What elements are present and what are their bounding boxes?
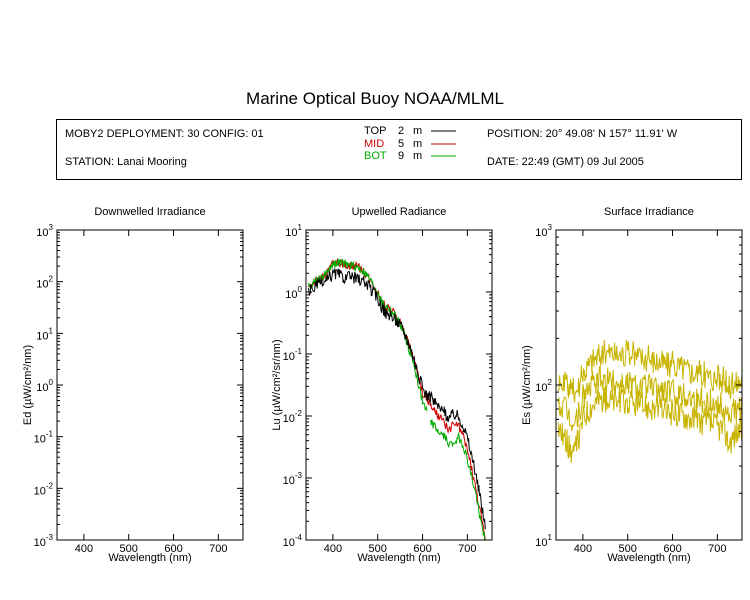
series-line-2-1 [557, 365, 743, 432]
plot-frame [56, 229, 244, 541]
x-tick-label: 700 [458, 543, 476, 555]
info-box: MOBY2 DEPLOYMENT: 30 CONFIG: 01 STATION:… [56, 119, 742, 180]
y-tick-label: 100 [36, 378, 53, 394]
panel-title: Surface Irradiance [604, 206, 694, 218]
y-tick-label: 100 [285, 285, 302, 301]
plot-frame [305, 229, 493, 541]
y-tick-label: 102 [535, 378, 552, 394]
x-tick-label: 700 [708, 543, 726, 555]
y-tick-label: 103 [36, 223, 53, 239]
x-tick-label: 500 [369, 543, 387, 555]
x-tick-label: 500 [619, 543, 637, 555]
legend-bot-depth: 9 [398, 150, 405, 162]
x-tick-label: 400 [75, 543, 93, 555]
plot-frame [555, 229, 743, 541]
chart-panel-2: Surface Irradiance 400 500 600 700 Wavelength… [521, 206, 743, 564]
y-tick-label: 10-3 [283, 471, 303, 487]
legend-bot-unit: m [413, 150, 423, 162]
panel-title: Downwelled Irradiance [94, 206, 205, 218]
chart-panel-1: Upwelled Radiance 400 500 600 700 Wavelength … [271, 206, 493, 564]
y-tick-label: 10-3 [34, 533, 54, 549]
y-tick-label: 10-1 [283, 347, 303, 363]
date-text: DATE: 22:49 (GMT) 09 Jul 2005 [487, 156, 644, 168]
x-tick-label: 500 [120, 543, 138, 555]
y-tick-label: 101 [36, 326, 53, 342]
x-tick-label: 700 [209, 543, 227, 555]
x-axis-label: Wavelength (nm) [357, 552, 440, 564]
x-tick-label: 400 [324, 543, 342, 555]
series-line-2-2 [557, 386, 743, 464]
legend-top-depth: 2 [398, 125, 405, 137]
series-line-1-2 [430, 419, 486, 541]
x-axis-label: Wavelength (nm) [607, 552, 690, 564]
chart-panel-0: Downwelled Irradiance 400 500 600 700 Wavelen… [22, 206, 244, 564]
y-tick-label: 10-2 [283, 409, 303, 425]
y-tick-label: 101 [285, 223, 302, 239]
legend-mid-unit: m [413, 138, 423, 150]
x-tick-label: 600 [413, 543, 431, 555]
y-axis-label: Es (µW/cm²/nm) [521, 345, 533, 425]
x-axis-label: Wavelength (nm) [108, 552, 191, 564]
y-axis-label: Ed (µW/cm²/nm) [22, 345, 34, 425]
y-tick-label: 103 [535, 223, 552, 239]
y-tick-label: 102 [36, 275, 53, 291]
legend-mid-depth: 5 [398, 138, 405, 150]
legend-top-unit: m [413, 125, 423, 137]
y-axis-label: Lu (µW/cm²/sr/nm) [271, 339, 283, 430]
station-text: STATION: Lanai Mooring [65, 156, 187, 168]
legend-mid-name: MID [364, 138, 385, 150]
series-line-1-3 [307, 268, 486, 530]
panel-title: Upwelled Radiance [352, 206, 447, 218]
position-text: POSITION: 20° 49.08' N 157° 11.91' W [487, 128, 678, 140]
x-tick-label: 600 [663, 543, 681, 555]
legend-top-name: TOP [364, 125, 387, 137]
legend-bot-name: BOT [364, 150, 387, 162]
series-line-2-0 [557, 339, 743, 403]
x-tick-label: 400 [574, 543, 592, 555]
y-tick-label: 101 [535, 533, 552, 549]
x-tick-label: 600 [164, 543, 182, 555]
series-line-1-0 [307, 258, 486, 541]
y-tick-label: 10-4 [283, 533, 303, 549]
y-tick-label: 10-2 [34, 481, 54, 497]
chart-title: Marine Optical Buoy NOAA/MLML [246, 89, 504, 108]
deployment-text: MOBY2 DEPLOYMENT: 30 CONFIG: 01 [65, 128, 264, 140]
y-tick-label: 10-1 [34, 430, 54, 446]
